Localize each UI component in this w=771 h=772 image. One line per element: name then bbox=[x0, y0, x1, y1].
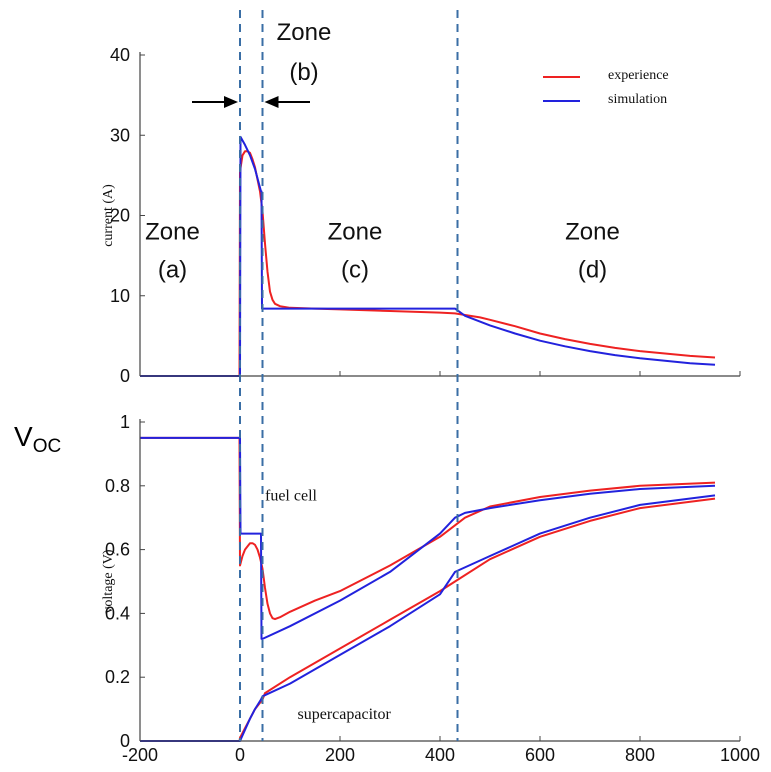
voltage-y-tick-label: 0.6 bbox=[105, 540, 130, 560]
current-series-simulation bbox=[140, 135, 716, 377]
voltage-series-fuel-cell-simulation bbox=[140, 436, 716, 640]
voc-subscript: OC bbox=[33, 436, 62, 457]
supercapacitor-annotation: supercapacitor bbox=[298, 706, 392, 723]
zone-b-line1: Zone bbox=[277, 19, 332, 46]
current-y-tick-label: 10 bbox=[110, 286, 130, 306]
arrow-right-head bbox=[224, 96, 238, 108]
zone-b-arrows bbox=[192, 96, 310, 108]
voltage-x-tick-label: 800 bbox=[625, 745, 655, 765]
voltage-y-tick-label: 0.8 bbox=[105, 476, 130, 496]
voltage-x-tick-label: 1000 bbox=[720, 745, 760, 765]
voltage-x-tick-label: -200 bbox=[122, 745, 158, 765]
voltage-y-tick-label: 0 bbox=[120, 731, 130, 751]
voltage-series bbox=[140, 436, 716, 742]
voltage-y-tick-label: 1 bbox=[120, 412, 130, 432]
chart-legend: experience simulation bbox=[543, 68, 669, 107]
zone-label-line2: (a) bbox=[158, 257, 187, 284]
zone-b-line2: (b) bbox=[289, 59, 318, 86]
voc-main-text: V bbox=[14, 421, 33, 452]
current-series-experience bbox=[140, 150, 716, 377]
fuel-cell-annotation: fuel cell bbox=[265, 487, 318, 504]
arrow-left-head bbox=[264, 96, 279, 108]
voltage-chart: 00.20.40.60.81 -200 0 200 400 600 800 1000 vol… bbox=[14, 412, 760, 765]
legend-label-simulation: simulation bbox=[608, 92, 667, 107]
voltage-series-supercapacitor-experience bbox=[140, 497, 716, 742]
voltage-y-tick-label: 0.4 bbox=[105, 603, 130, 623]
voltage-plot-frame bbox=[140, 417, 740, 741]
voc-annotation: VOC bbox=[14, 421, 61, 457]
voltage-x-tick-label: 0 bbox=[235, 745, 245, 765]
voltage-x-tick-label: 400 bbox=[425, 745, 455, 765]
zone-label-line1: Zone bbox=[328, 219, 383, 246]
current-y-tick-label: 40 bbox=[110, 45, 130, 65]
voltage-series-fuel-cell-experience bbox=[140, 436, 716, 621]
voltage-x-tick-label: 600 bbox=[525, 745, 555, 765]
voltage-y-axis-label: voltage (V) bbox=[101, 549, 116, 613]
zone-dividers bbox=[239, 10, 459, 741]
zone-label-line2: (d) bbox=[578, 257, 607, 284]
voltage-y-ticks: 0 0.2 0.4 0.6 0.8 1 bbox=[105, 412, 145, 751]
current-y-tick-label: 20 bbox=[110, 206, 130, 226]
current-zone-labels: Zone (a) Zone (c) Zone (d) bbox=[145, 219, 620, 284]
current-y-axis-label: current (A) bbox=[101, 184, 116, 247]
current-y-tick-label: 0 bbox=[120, 366, 130, 386]
zone-label-line1: Zone bbox=[145, 219, 200, 246]
zone-label-line1: Zone bbox=[565, 219, 620, 246]
voltage-y-tick-label: 0.2 bbox=[105, 667, 130, 687]
voltage-series-supercapacitor-simulation bbox=[140, 494, 716, 742]
current-y-tick-label: 30 bbox=[110, 125, 130, 145]
zone-b-label: Zone (b) bbox=[192, 19, 331, 108]
voltage-x-tick-label: 200 bbox=[325, 745, 355, 765]
zone-label-line2: (c) bbox=[341, 257, 369, 284]
legend-label-experience: experience bbox=[608, 68, 669, 83]
voltage-x-ticks: -200 0 200 400 600 800 1000 bbox=[122, 736, 760, 765]
current-series bbox=[140, 135, 716, 377]
